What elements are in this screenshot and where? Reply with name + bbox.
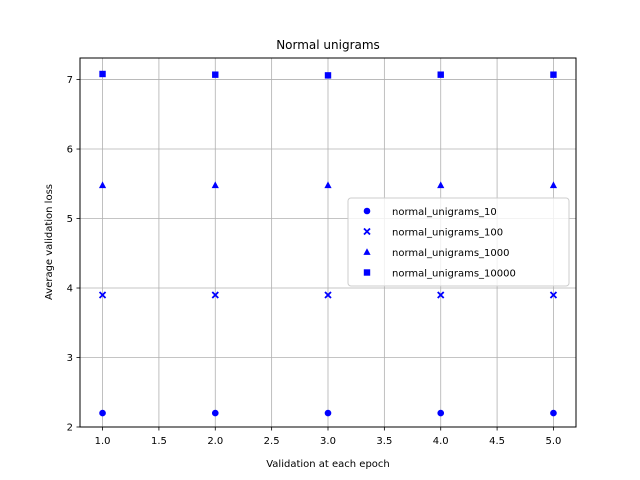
point-square <box>324 72 332 79</box>
plot-frame <box>79 57 577 428</box>
data-markers <box>98 70 558 417</box>
point-x <box>98 291 107 299</box>
point-triangle <box>437 181 445 189</box>
x-tick-label: 2.0 <box>207 436 223 447</box>
point-triangle <box>324 181 332 189</box>
x-tick-label: 4.5 <box>489 436 505 447</box>
point-triangle <box>549 181 558 189</box>
legend-box <box>347 197 570 287</box>
y-tick-label: 3 <box>67 353 73 364</box>
y-tick-label: 6 <box>67 145 73 156</box>
legend-marker-triangle <box>363 248 371 255</box>
point-x <box>437 291 445 299</box>
y-tick-label: 7 <box>67 75 73 86</box>
x-tick-label: 3.5 <box>376 436 392 447</box>
legend-label: normal_unigrams_10000 <box>392 269 516 280</box>
point-square <box>212 71 219 78</box>
legend-marker-x <box>363 227 371 236</box>
point-circle <box>437 409 445 417</box>
legend-label: normal_unigrams_1000 <box>392 248 509 259</box>
point-x <box>549 291 558 299</box>
point-x <box>324 291 332 299</box>
chart-title: Normal unigrams <box>276 38 380 52</box>
y-tick-label: 2 <box>67 423 73 434</box>
legend-marker-circle <box>363 207 371 215</box>
x-tick-label: 5.0 <box>546 436 562 447</box>
point-x <box>211 291 219 299</box>
x-tick-label: 1.0 <box>95 436 111 447</box>
point-circle <box>324 409 332 417</box>
point-triangle <box>211 181 219 189</box>
point-square <box>99 70 106 78</box>
x-tick-label: 3.0 <box>320 436 336 447</box>
point-square <box>437 71 444 78</box>
x-tick-label: 4.0 <box>433 436 449 447</box>
x-tick-label: 2.5 <box>264 436 280 447</box>
legend-label: normal_unigrams_10 <box>392 207 497 218</box>
point-circle <box>211 409 219 417</box>
axis-ticks: 1.0 1.5 2.0 2.5 3.0 3.5 4.0 4.5 5.0 2 3 4 5 6 7 <box>67 75 562 447</box>
point-square <box>550 71 557 78</box>
y-axis-label: Average validation loss <box>44 184 55 300</box>
legend: normal_unigrams_10 normal_unigrams_100nor… <box>347 197 570 287</box>
x-axis-label: Validation at each epoch <box>266 459 390 470</box>
x-tick-label: 1.5 <box>151 436 167 447</box>
point-triangle <box>98 181 107 189</box>
legend-marker-square <box>363 269 371 276</box>
y-tick-label: 5 <box>67 214 73 225</box>
point-circle <box>99 409 106 417</box>
legend-label: normal_unigrams_100 <box>392 228 503 239</box>
y-tick-label: 4 <box>67 284 73 295</box>
point-circle <box>550 409 557 417</box>
